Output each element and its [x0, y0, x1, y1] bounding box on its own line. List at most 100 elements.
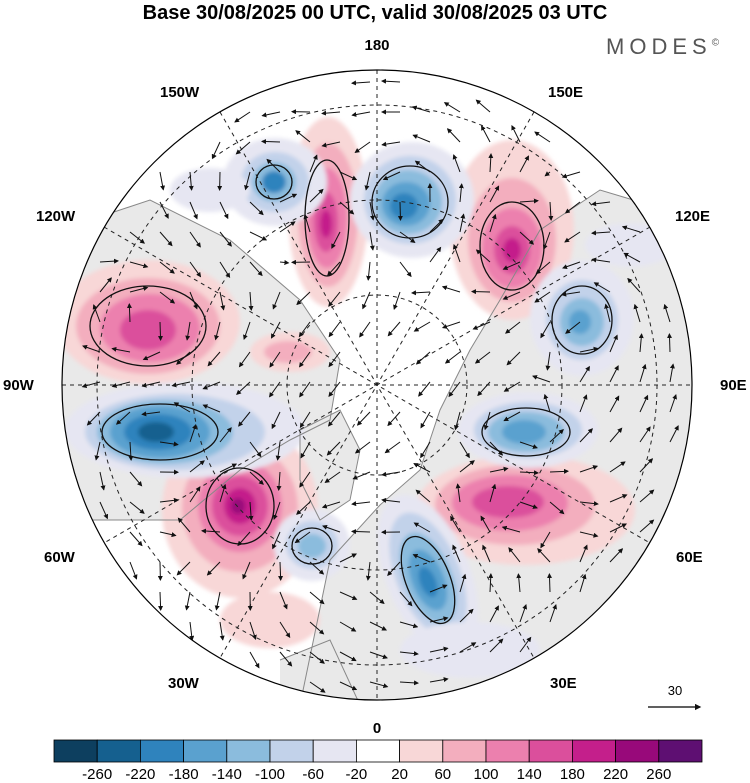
wind-vector-arrow: [387, 321, 401, 337]
wind-vector-arrow: [261, 111, 281, 118]
wind-vector-arrow: [235, 141, 251, 155]
wind-vector-arrow: [519, 604, 528, 623]
brand-name: MODES: [606, 34, 712, 59]
wind-vector-arrow: [561, 171, 581, 179]
wind-vector-arrow: [369, 651, 388, 659]
colorbar-tick-label: 140: [517, 766, 542, 783]
wind-vector-arrow: [502, 261, 521, 270]
wind-vector-arrow: [275, 441, 281, 461]
wind-vector-arrow: [489, 466, 509, 473]
negative-anomaly-east-siberia: [530, 260, 634, 376]
wind-vector-arrow: [261, 139, 281, 145]
colorbar-swatch: [442, 739, 487, 763]
wind-vector-arrow: [369, 681, 389, 689]
wind-vector-arrow: [549, 604, 557, 623]
wind-vector-arrow: [269, 381, 281, 398]
colorbar-swatch: [399, 739, 444, 763]
colorbar-tick-label: 180: [560, 766, 585, 783]
wind-vector-arrow: [459, 460, 475, 473]
wind-vector-arrow: [483, 411, 491, 431]
wind-vector-arrow: [366, 261, 372, 281]
wind-vector-arrow: [351, 80, 371, 86]
wind-vector-arrow: [399, 621, 419, 629]
wind-vector-arrow: [351, 111, 371, 117]
wind-vector-arrow: [99, 471, 106, 491]
wind-vector-arrow: [272, 531, 281, 550]
wind-vector-arrow: [508, 547, 521, 563]
wind-vector-arrow: [219, 231, 232, 247]
wind-vector-arrow: [129, 501, 145, 514]
wind-vector-arrow: [639, 426, 651, 443]
reference-vector-label: 30: [668, 683, 682, 698]
wind-vector-arrow: [579, 346, 599, 353]
wind-vector-arrow: [141, 411, 161, 417]
colorbar-tick-label: 60: [434, 766, 451, 783]
wind-vector-arrow: [441, 285, 461, 293]
wind-vector-arrow: [298, 321, 311, 338]
wind-vector-arrow: [326, 441, 341, 456]
colorbar-tick-label: -140: [212, 766, 242, 783]
wind-vector-arrow: [459, 573, 467, 593]
wind-vector-arrow: [359, 321, 371, 338]
lon-label-150w: 150W: [160, 84, 200, 101]
colorbar-tick-label: 260: [646, 766, 671, 783]
wind-vector-arrow: [481, 125, 491, 143]
wind-vector-arrow: [309, 154, 318, 173]
wind-vector-arrow: [238, 351, 251, 368]
wind-vector-arrow: [591, 230, 611, 236]
wind-vector-arrow: [415, 351, 431, 365]
wind-vector-arrow: [309, 561, 325, 575]
wind-vector-arrow: [399, 680, 419, 686]
wind-vector-arrow: [327, 261, 341, 276]
wind-vector-arrow: [176, 351, 191, 365]
wind-vector-arrow: [621, 225, 641, 233]
wind-vector-arrow: [591, 257, 611, 263]
wind-vector-arrow: [354, 141, 371, 153]
wind-vector-arrow: [544, 171, 551, 177]
colorbar-tick-label: -260: [82, 766, 112, 783]
wind-vector-arrow: [579, 544, 588, 563]
wind-vector-arrow: [249, 471, 264, 485]
wind-vector-arrow: [202, 404, 221, 413]
wind-vector-arrow: [579, 428, 593, 443]
colorbar-tick-label: -60: [302, 766, 324, 783]
positive-anomaly-canada-small: [250, 332, 330, 372]
lon-label-0: 0: [373, 720, 381, 737]
wind-vector-arrow: [295, 130, 311, 143]
wind-vector-arrow: [339, 681, 358, 691]
wind-vector-arrow: [279, 221, 296, 233]
wind-vector-arrow: [92, 304, 101, 323]
wind-vector-arrow: [519, 155, 529, 173]
wind-vector-arrow: [454, 411, 461, 431]
wind-vector-arrow: [159, 201, 169, 219]
wind-vector-arrow: [382, 171, 401, 181]
wind-vector-arrow: [414, 160, 431, 173]
lon-label-120w: 120W: [36, 208, 76, 225]
wind-vector-arrow: [503, 411, 521, 422]
wind-vector-arrow: [639, 394, 649, 413]
wind-vector-arrow: [399, 591, 413, 607]
wind-vector-arrow: [219, 621, 225, 641]
lon-label-60w: 60W: [44, 549, 76, 566]
wind-vector-arrow: [189, 291, 198, 310]
positive-anomaly-siberia: [450, 140, 574, 320]
colorbar: -260 -220 -180 -140 -100 -60 -20 20 60 100 140 180 2…: [53, 739, 703, 783]
wind-vector-arrow: [387, 561, 401, 577]
wind-vector-arrow: [429, 584, 448, 593]
wind-vector-arrow: [364, 171, 371, 191]
wind-vector-arrow: [489, 483, 497, 503]
wind-vector-arrow: [356, 411, 371, 426]
wind-vector-arrow: [351, 501, 371, 507]
wind-vector-arrow: [219, 427, 232, 443]
wind-vector-arrow: [489, 441, 504, 456]
wind-vector-arrow: [633, 303, 641, 323]
wind-vector-arrow: [94, 441, 101, 461]
wind-vector-arrow: [549, 501, 565, 515]
wind-vector-arrow: [519, 501, 538, 509]
wind-vector-arrow: [452, 544, 461, 563]
wind-vector-arrow: [328, 351, 341, 368]
wind-vector-arrow: [579, 465, 599, 473]
wind-vector-arrow: [413, 321, 431, 332]
wind-vector-arrow: [488, 153, 494, 173]
